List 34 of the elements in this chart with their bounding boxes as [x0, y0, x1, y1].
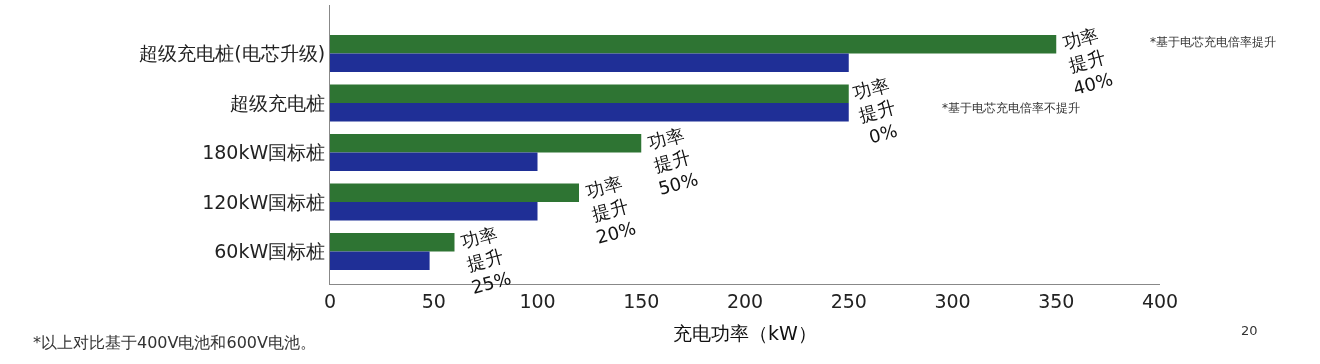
- x-tick-label: 400: [1141, 289, 1179, 312]
- annotation: 功率提升20%: [583, 172, 639, 248]
- x-tick-label: 350: [1038, 289, 1075, 312]
- bar: [330, 34, 1057, 54]
- bar: [330, 84, 849, 103]
- x-tick-label: 100: [519, 289, 556, 312]
- x-tick-label: 250: [830, 289, 867, 312]
- x-tick-label: 200: [726, 289, 764, 312]
- x-axis-title: 充电功率（kW）: [673, 321, 817, 344]
- bar: [330, 232, 455, 252]
- bar: [330, 202, 538, 221]
- annotation: *基于电芯充电倍率提升: [1150, 35, 1276, 49]
- annotation: 功率提升0%: [850, 73, 900, 148]
- annotation: 功率提升50%: [645, 123, 701, 199]
- y-tick-label: 60kW国标桩: [214, 240, 326, 263]
- x-tick-label: 300: [934, 289, 971, 312]
- annotation: 功率提升25%: [458, 222, 514, 298]
- y-tick-label: 超级充电桩: [230, 91, 326, 114]
- y-tick-label: 超级充电桩(电芯升级): [139, 42, 326, 65]
- bar: [330, 152, 538, 172]
- x-tick-label: 50: [421, 289, 446, 312]
- y-tick-label: 120kW国标桩: [202, 190, 326, 213]
- bar: [330, 251, 430, 271]
- bar: [330, 133, 642, 153]
- y-tick-label: 180kW国标桩: [202, 141, 326, 164]
- x-tick-label: 0: [323, 289, 337, 312]
- annotation: *基于电芯充电倍率不提升: [942, 101, 1080, 115]
- x-tick-label: 150: [623, 289, 660, 312]
- text: *以上对比基于400V电池和600V电池。: [33, 333, 316, 352]
- bar: [330, 102, 849, 122]
- bar: [330, 183, 579, 203]
- text: 20: [1241, 323, 1258, 338]
- annotation: 功率提升40%: [1060, 23, 1115, 99]
- bar: [330, 53, 849, 73]
